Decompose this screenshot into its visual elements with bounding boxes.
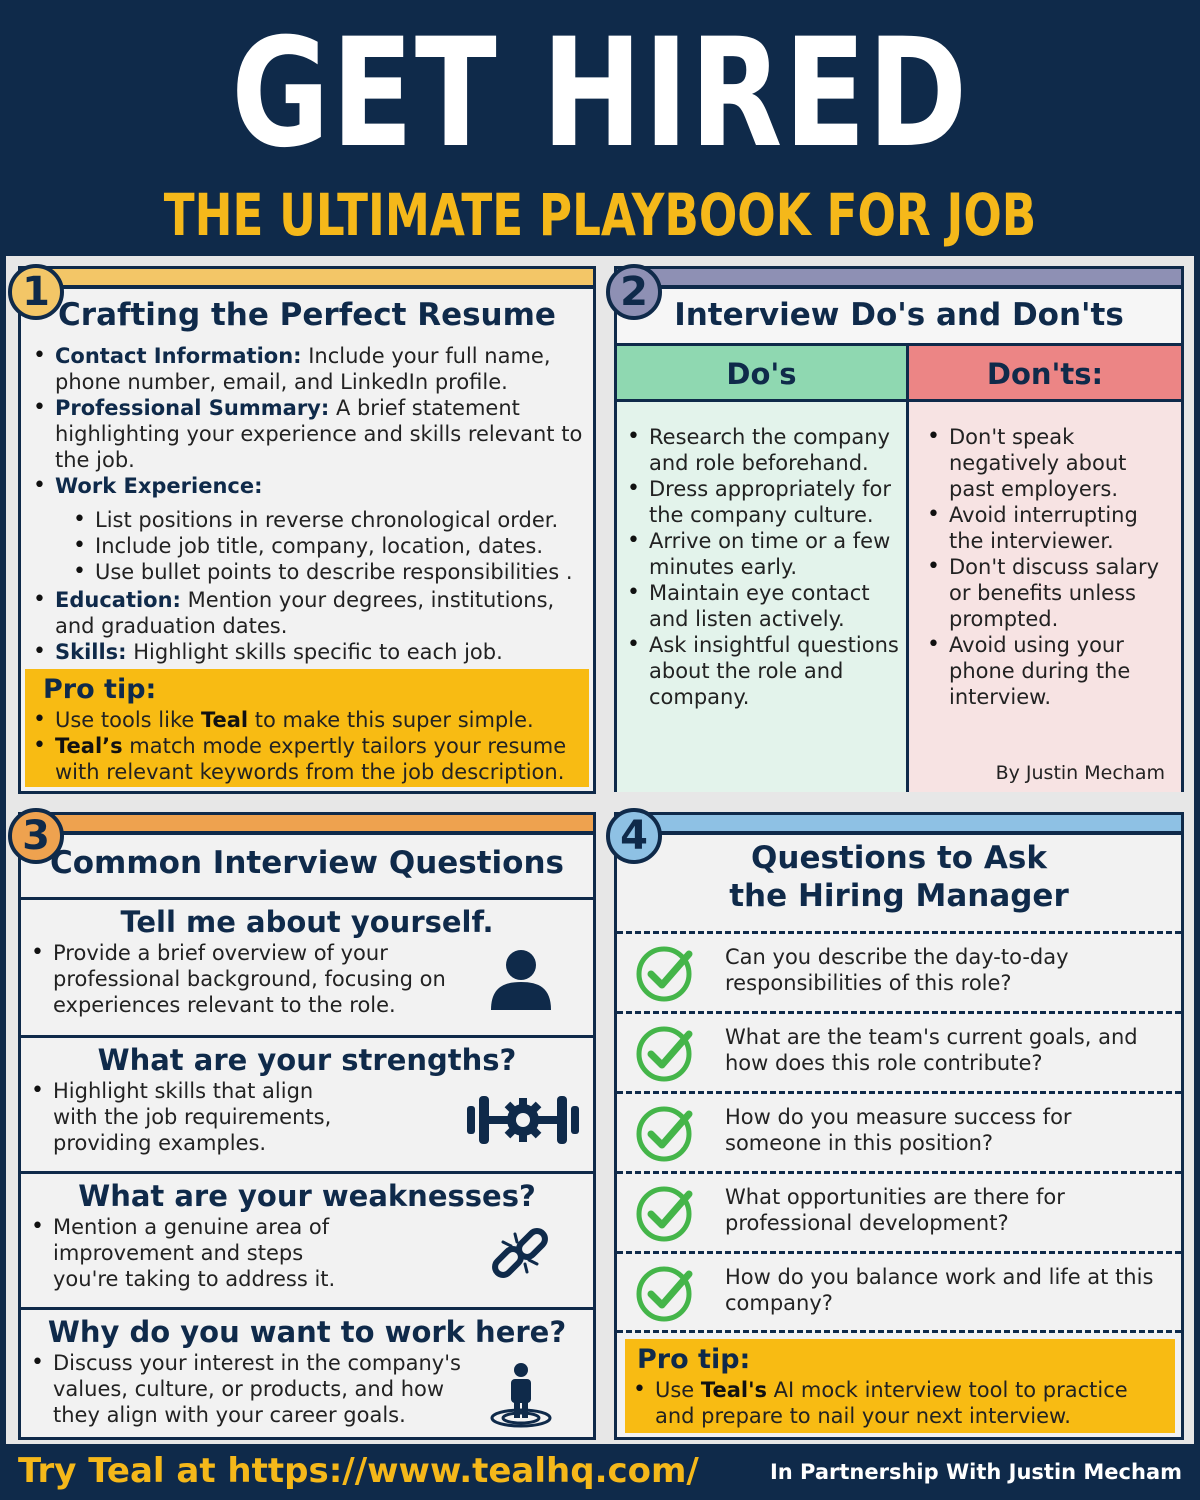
section2-number-badge: 2	[606, 264, 662, 320]
list-item: Avoid using your phone during the interv…	[917, 632, 1175, 710]
list-item: Mention a genuine area of improvement an…	[21, 1214, 361, 1292]
footer-cta-link[interactable]: Try Teal at https://www.tealhq.com/	[18, 1451, 699, 1491]
section4-bar	[614, 812, 1184, 834]
list-item: Include job title, company, location, da…	[23, 533, 585, 559]
list-item: Research the company and role beforehand…	[617, 424, 900, 476]
section1-number-badge: 1	[8, 264, 64, 320]
section1-title: Crafting the Perfect Resume	[58, 297, 556, 333]
check-circle-icon	[635, 1182, 697, 1248]
section3-box: Common Interview Questions Tell me about…	[18, 832, 596, 1440]
dos-heading: Do's	[617, 346, 909, 402]
list-item: Discuss your interest in the company's v…	[21, 1350, 461, 1428]
check-circle-icon	[635, 942, 697, 1008]
section4-title: Questions to Ask the Hiring Manager	[729, 840, 1069, 914]
question-heading: What are your weaknesses?	[78, 1179, 536, 1213]
section3-number-badge: 3	[8, 808, 64, 864]
protip-heading: Pro tip:	[43, 674, 157, 705]
question-row: How do you balance work and life at this…	[617, 1251, 1181, 1333]
list-item: Avoid interrupting the interviewer.	[917, 502, 1175, 554]
list-item: Work Experience:	[23, 473, 585, 499]
list-item: Maintain eye contact and listen actively…	[617, 580, 900, 632]
dos-donts-table: Do's Don'ts: Research the company and ro…	[617, 343, 1181, 792]
question-row: What are the team's current goals, and h…	[617, 1011, 1181, 1091]
section4-box: Questions to Ask the Hiring Manager Can …	[614, 832, 1184, 1440]
section2-title: Interview Do's and Don'ts	[674, 297, 1124, 333]
person-icon	[489, 948, 553, 1016]
check-circle-icon	[635, 1262, 697, 1328]
list-item: Teal’s match mode expertly tailors your …	[23, 733, 583, 785]
question-heading: What are your strengths?	[97, 1043, 517, 1077]
dumbbell-gear-icon	[465, 1090, 581, 1154]
section4-number-badge: 4	[606, 808, 662, 864]
question-row: What opportunities are there for profess…	[617, 1171, 1181, 1251]
list-item: Arrive on time or a few minutes early.	[617, 528, 900, 580]
donts-list: Don't speak negatively about past employ…	[917, 424, 1175, 710]
question-row: Can you describe the day-to-day responsi…	[617, 931, 1181, 1011]
list-item: Use bullet points to describe responsibi…	[23, 559, 585, 585]
dos-list: Research the company and role beforehand…	[617, 424, 900, 710]
question-heading: Tell me about yourself.	[120, 905, 494, 939]
protip-heading: Pro tip:	[637, 1344, 751, 1375]
check-circle-icon	[635, 1022, 697, 1088]
list-item: Highlight skills that align with the job…	[21, 1078, 361, 1156]
question-text: Can you describe the day-to-day responsi…	[725, 945, 1069, 995]
section1-protip: Pro tip: Use tools like Teal to make thi…	[25, 669, 589, 787]
question-heading: Why do you want to work here?	[47, 1315, 567, 1349]
person-target-icon	[489, 1362, 553, 1432]
question-block: Why do you want to work here? Discuss yo…	[21, 1307, 593, 1437]
question-text: What opportunities are there for profess…	[725, 1185, 1065, 1235]
question-row: How do you measure success for someone i…	[617, 1091, 1181, 1171]
section3-bar	[18, 812, 596, 834]
section2-box: Interview Do's and Don'ts Do's Don'ts: R…	[614, 286, 1184, 792]
section3-title: Common Interview Questions	[50, 845, 564, 881]
work-experience-sublist: List positions in reverse chronological …	[23, 507, 585, 585]
question-block: What are your strengths? Highlight skill…	[21, 1035, 593, 1171]
footer-partner: In Partnership With Justin Mecham	[769, 1460, 1182, 1484]
donts-column: Don't speak negatively about past employ…	[909, 402, 1181, 792]
dos-column: Research the company and role beforehand…	[617, 402, 909, 792]
list-item: Provide a brief overview of your profess…	[21, 940, 451, 1018]
question-text: What are the team's current goals, and h…	[725, 1025, 1138, 1075]
list-item: List positions in reverse chronological …	[23, 507, 585, 533]
list-item: Skills: Highlight skills specific to eac…	[23, 639, 585, 665]
resume-list: Contact Information: Include your full n…	[23, 343, 585, 499]
check-circle-icon	[635, 1102, 697, 1168]
question-block: What are your weaknesses? Mention a genu…	[21, 1171, 593, 1307]
list-item: Contact Information: Include your full n…	[23, 343, 585, 395]
donts-heading: Don'ts:	[909, 346, 1181, 402]
main-title: GET HIRED	[231, 7, 969, 181]
list-item: Education: Mention your degrees, institu…	[23, 587, 585, 639]
question-block: Tell me about yourself. Provide a brief …	[21, 897, 593, 1035]
list-item: Dress appropriately for the company cult…	[617, 476, 900, 528]
question-text: How do you measure success for someone i…	[725, 1105, 1072, 1155]
list-item: Don't speak negatively about past employ…	[917, 424, 1175, 502]
question-text: How do you balance work and life at this…	[725, 1265, 1154, 1315]
section1-bar	[18, 266, 596, 288]
section4-protip: Pro tip: Use Teal's AI mock interview to…	[625, 1339, 1175, 1433]
section2-bar	[614, 266, 1184, 288]
list-item: Use tools like Teal to make this super s…	[23, 707, 583, 733]
list-item: Don't discuss salary or benefits unless …	[917, 554, 1175, 632]
resume-list-2: Education: Mention your degrees, institu…	[23, 587, 585, 665]
list-item: Use Teal's AI mock interview tool to pra…	[623, 1377, 1169, 1429]
list-item: Ask insightful questions about the role …	[617, 632, 900, 710]
byline: By Justin Mecham	[995, 762, 1165, 784]
section1-box: Crafting the Perfect Resume Contact Info…	[18, 286, 596, 794]
list-item: Professional Summary: A brief statement …	[23, 395, 585, 473]
broken-link-icon	[487, 1224, 553, 1288]
